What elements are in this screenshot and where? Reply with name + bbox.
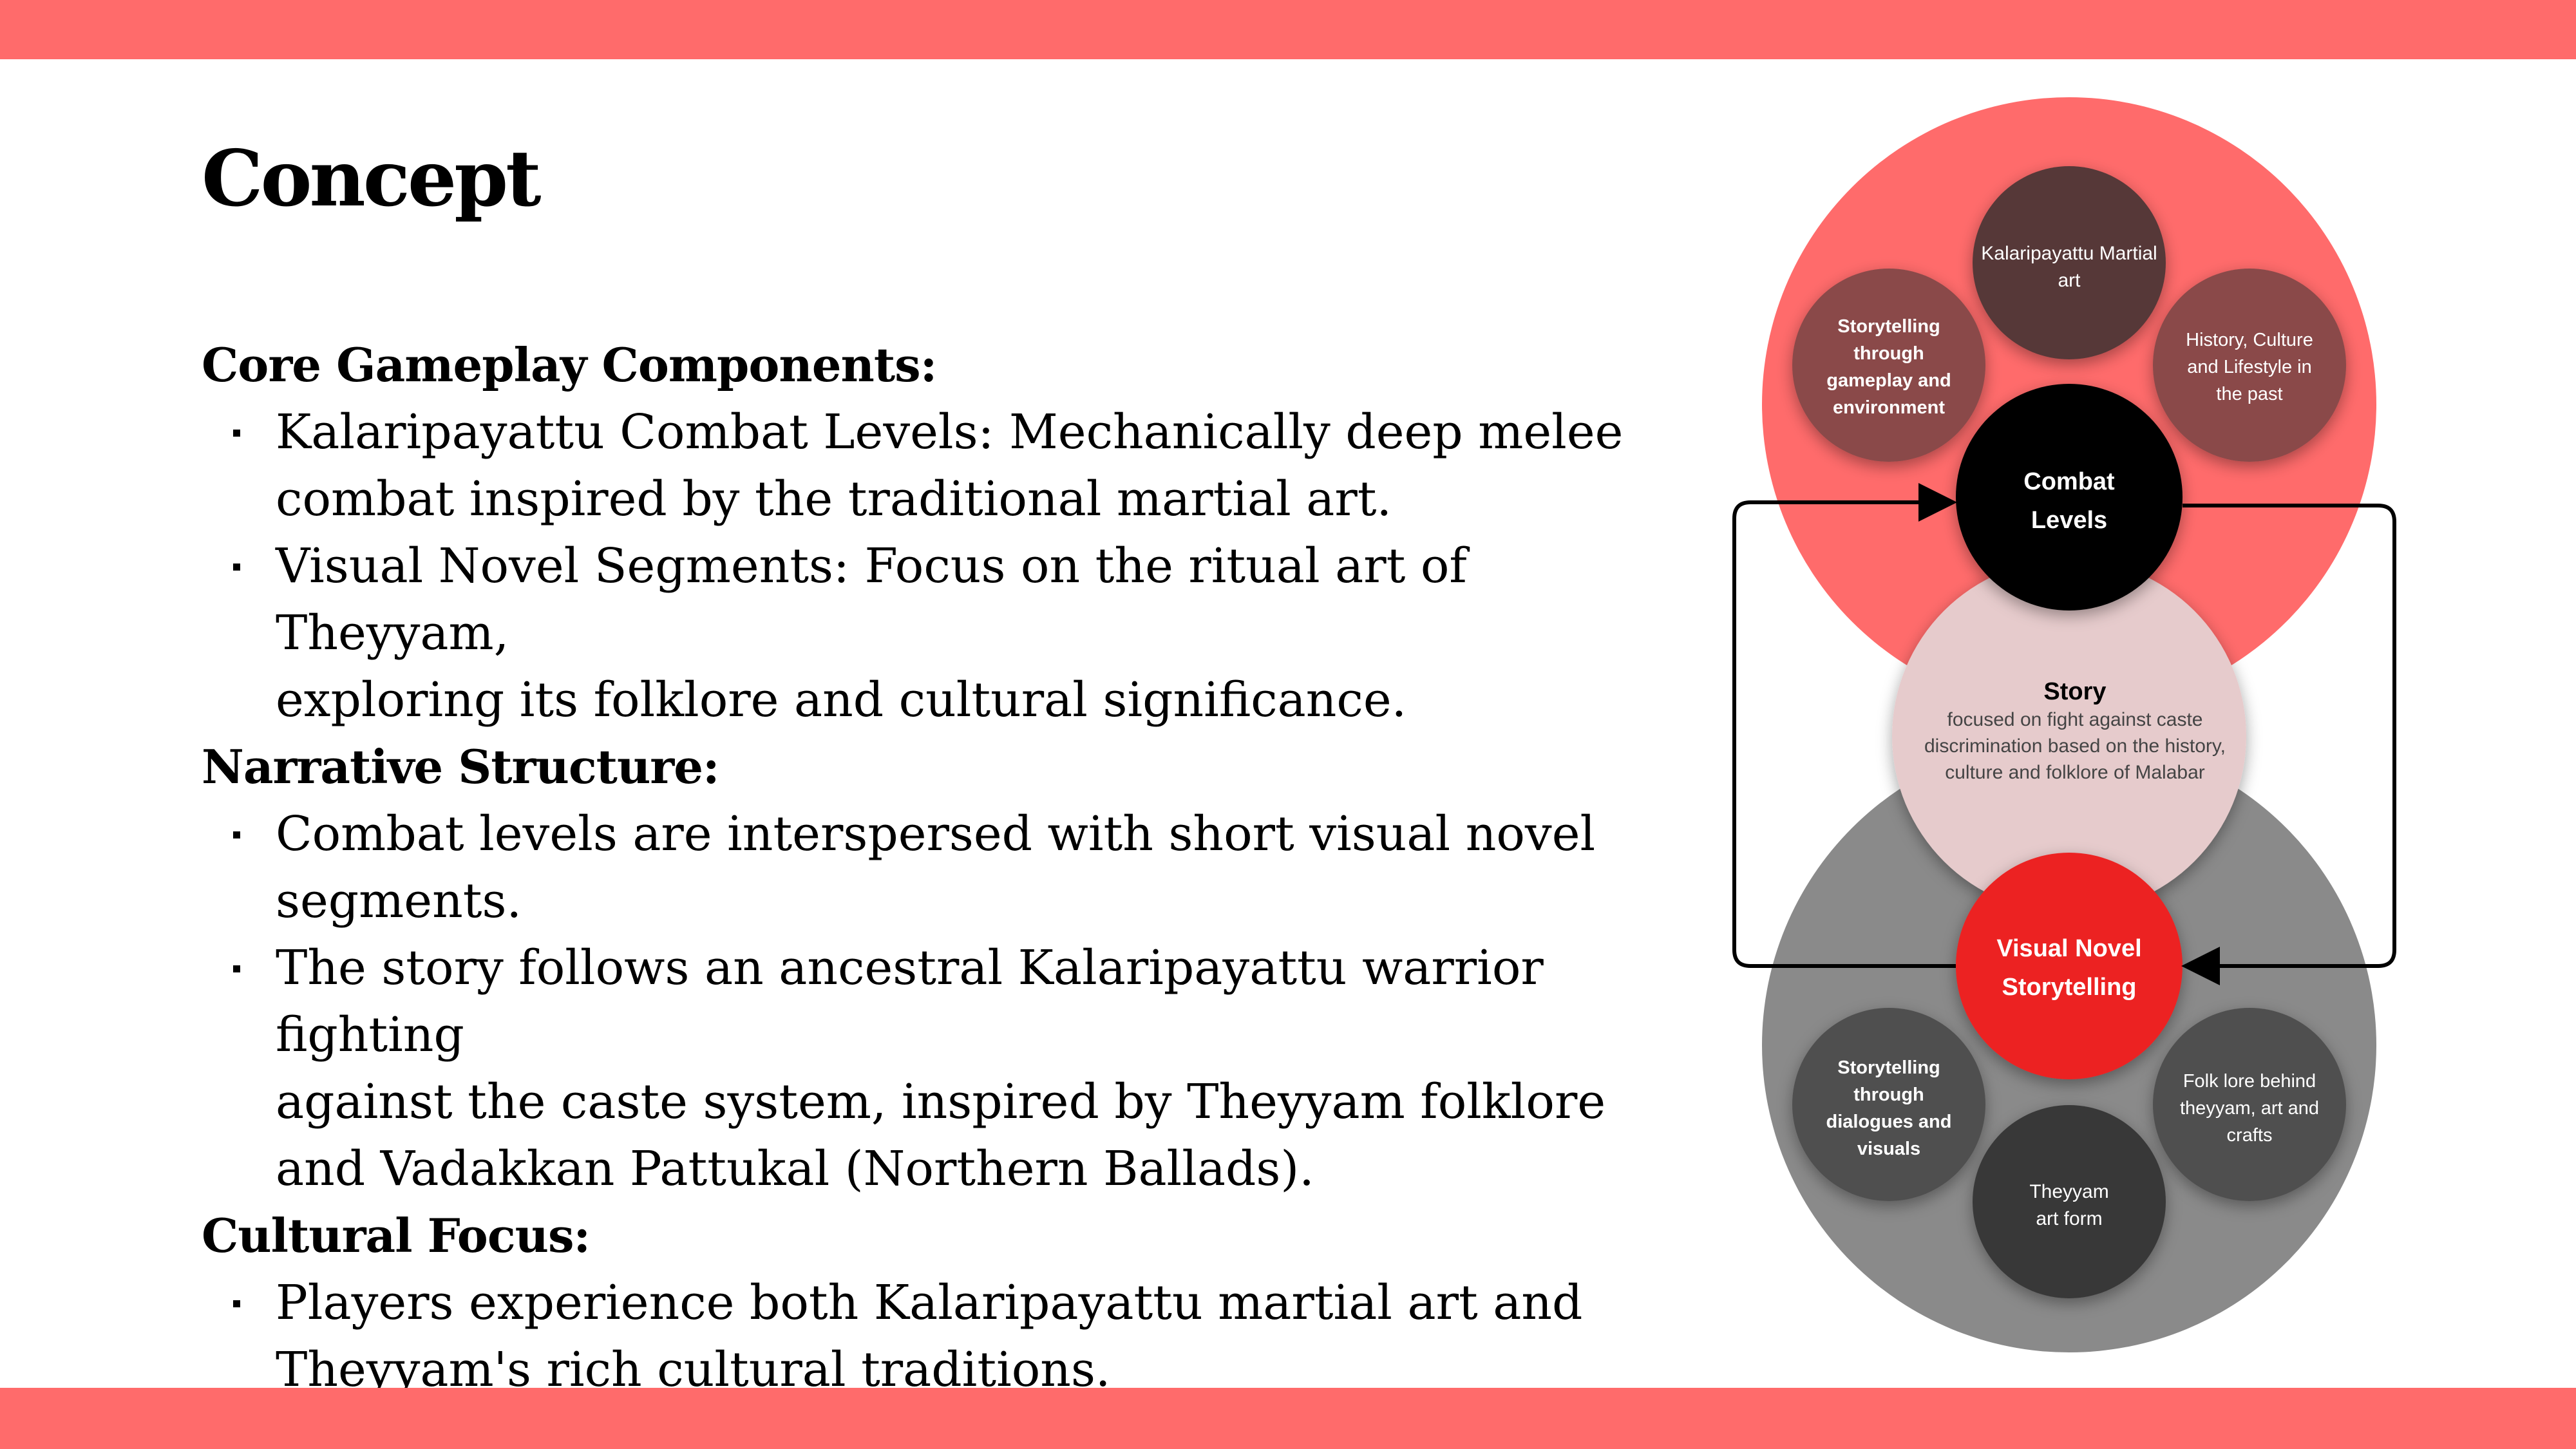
bullet-line: segments. — [276, 873, 522, 929]
bullet-line: Combat levels are interspersed with shor… — [276, 806, 1596, 862]
bullet-list: Kalaripayattu Combat Levels: Mechanicall… — [202, 399, 1683, 734]
node-label: Folk lore behind — [2183, 1071, 2316, 1092]
combat-levels-node — [1956, 384, 2183, 611]
section-heading: Narrative Structure: — [202, 739, 720, 794]
bullet-list: Combat levels are interspersed with shor… — [202, 800, 1683, 1202]
node-label: through — [1853, 1084, 1924, 1105]
story-description-line: focused on fight against caste — [1947, 709, 2203, 730]
story-description-line: culture and folklore of Malabar — [1945, 762, 2205, 783]
story-node — [1892, 559, 2246, 913]
section-heading: Core Gameplay Components: — [202, 337, 937, 392]
bullet-line: against the caste system, inspired by Th… — [276, 1074, 1606, 1130]
node-label: Storytelling — [1837, 1057, 1940, 1078]
node-label: dialogues and — [1826, 1112, 1952, 1132]
bullet-line: and Vadakkan Pattukal (Northern Ballads)… — [276, 1141, 1314, 1197]
node-label: History, Culture — [2186, 330, 2313, 350]
slide-title: Concept — [202, 133, 542, 224]
node-label: art — [2058, 270, 2081, 291]
node-label: Theyyam — [2029, 1181, 2108, 1202]
storytelling-gameplay-node — [1792, 269, 1985, 462]
bullet-item: Combat levels are interspersed with shor… — [202, 800, 1683, 934]
bullet-line: Players experience both Kalaripayattu ma… — [276, 1275, 1583, 1331]
bullet-item: The story follows an ancestral Kalaripay… — [202, 934, 1683, 1202]
bullet-item: Kalaripayattu Combat Levels: Mechanicall… — [202, 399, 1683, 533]
storytelling-dialogues-node — [1792, 1008, 1985, 1201]
history-culture-node — [2153, 269, 2346, 462]
bullet-line: exploring its folklore and cultural sign… — [276, 672, 1407, 728]
node-label: theyyam, art and — [2180, 1098, 2319, 1119]
node-label: Storytelling — [1837, 316, 1940, 337]
kalaripayattu-martial-art-node — [1973, 166, 2166, 359]
combat-levels-label: Levels — [2031, 507, 2107, 534]
theyyam-art-form-node — [1973, 1105, 2166, 1298]
node-label: visuals — [1857, 1139, 1920, 1159]
section-core-gameplay: Core Gameplay Components: Kalaripayattu … — [202, 332, 1683, 734]
bullet-line: The story follows an ancestral Kalaripay… — [276, 940, 1544, 1063]
visual-novel-storytelling-node — [1956, 853, 2183, 1079]
bullet-item: Visual Novel Segments: Focus on the ritu… — [202, 533, 1683, 734]
node-label: art form — [2036, 1208, 2102, 1229]
node-label: environment — [1833, 397, 1945, 418]
story-description-line: discrimination based on the history, — [1924, 735, 2226, 757]
visual-novel-label: Storytelling — [2002, 974, 2136, 1001]
folk-lore-node — [2153, 1008, 2346, 1201]
node-label: through — [1853, 343, 1924, 364]
bottom-accent-band — [0, 1388, 2576, 1449]
section-heading: Cultural Focus: — [202, 1208, 591, 1263]
bullet-line: Visual Novel Segments: Focus on the ritu… — [276, 538, 1467, 661]
concept-text: Core Gameplay Components: Kalaripayattu … — [202, 332, 1683, 1403]
node-label: gameplay and — [1826, 370, 1951, 391]
loop-arrow-to-combat — [1732, 483, 1957, 968]
combat-levels-label: Combat — [2023, 468, 2115, 495]
story-title: Story — [2043, 678, 2106, 705]
bullet-line: combat inspired by the traditional marti… — [276, 471, 1392, 527]
node-label: crafts — [2227, 1125, 2273, 1146]
node-label: Kalaripayattu Martial — [1981, 243, 2157, 264]
node-label: and Lifestyle in — [2187, 357, 2311, 377]
top-accent-band — [0, 0, 2576, 59]
loop-arrow-to-visual-novel — [2181, 504, 2396, 985]
node-label: the past — [2216, 384, 2282, 404]
visual-novel-label: Visual Novel — [1996, 935, 2141, 962]
bullet-line: Kalaripayattu Combat Levels: Mechanicall… — [276, 404, 1624, 460]
section-narrative-structure: Narrative Structure: Combat levels are i… — [202, 734, 1683, 1202]
